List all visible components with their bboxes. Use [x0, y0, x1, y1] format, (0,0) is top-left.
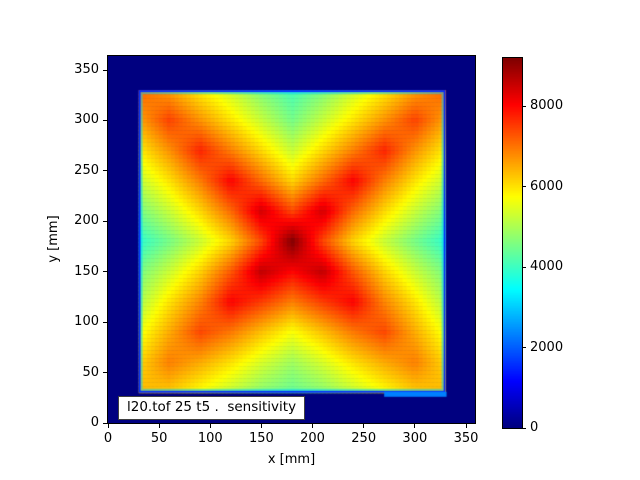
heatmap-canvas: [108, 56, 475, 423]
colorbar-tick-label: 6000: [530, 178, 564, 194]
x-tick: [158, 424, 160, 428]
colorbar-tick: [522, 347, 526, 349]
x-axis-label: x [mm]: [267, 452, 316, 467]
x-tick: [107, 424, 109, 428]
y-tick: [103, 372, 107, 374]
x-tick-label: 200: [300, 431, 325, 446]
colorbar-tick: [522, 105, 526, 107]
x-tick-label: 250: [351, 431, 377, 446]
colorbar-tick-label: 4000: [530, 259, 564, 275]
y-tick-label: 100: [74, 314, 99, 330]
y-tick-label: 200: [74, 213, 99, 229]
plot-area: 0 50 100 150 200 250 300 350 0 50 100 150 200 250 300…: [74, 55, 478, 446]
y-tick: [103, 220, 107, 222]
colorbar-gradient: [503, 58, 522, 428]
y-tick: [103, 119, 107, 121]
y-tick-label: 150: [74, 263, 99, 279]
y-tick-label: 0: [90, 415, 99, 430]
x-tick: [260, 424, 262, 428]
colorbar-tick-label: 2000: [530, 339, 564, 355]
y-tick-label: 250: [74, 162, 99, 178]
sensitivity-annotation-box: l20.tof 25 t5 . sensitivity: [118, 396, 306, 420]
x-tick-label: 150: [249, 431, 274, 446]
x-tick-label: 300: [402, 431, 428, 446]
x-tick: [465, 424, 467, 428]
colorbar: 0 2000 4000 6000 8000: [502, 57, 563, 435]
y-tick: [103, 69, 107, 71]
y-tick: [103, 170, 107, 172]
colorbar-tick: [522, 186, 526, 188]
y-tick-label: 300: [74, 112, 99, 128]
y-tick-label: 350: [74, 62, 99, 77]
x-tick-label: 100: [197, 431, 223, 446]
y-tick-label: 50: [82, 364, 99, 380]
x-tick: [414, 424, 416, 428]
x-tick: [363, 424, 365, 428]
colorbar-tick: [522, 427, 526, 429]
y-tick: [103, 422, 107, 424]
x-tick: [209, 424, 211, 428]
y-tick: [103, 321, 107, 323]
y-axis-label: y [mm]: [46, 215, 61, 263]
colorbar-tick-label: 8000: [530, 98, 564, 114]
x-tick-label: 0: [103, 431, 113, 446]
x-tick-label: 50: [150, 431, 168, 446]
colorbar-tick-label: 0: [530, 420, 539, 435]
x-tick-label: 350: [453, 431, 479, 446]
x-tick: [312, 424, 314, 428]
y-tick: [103, 271, 107, 273]
colorbar-tick: [522, 266, 526, 268]
